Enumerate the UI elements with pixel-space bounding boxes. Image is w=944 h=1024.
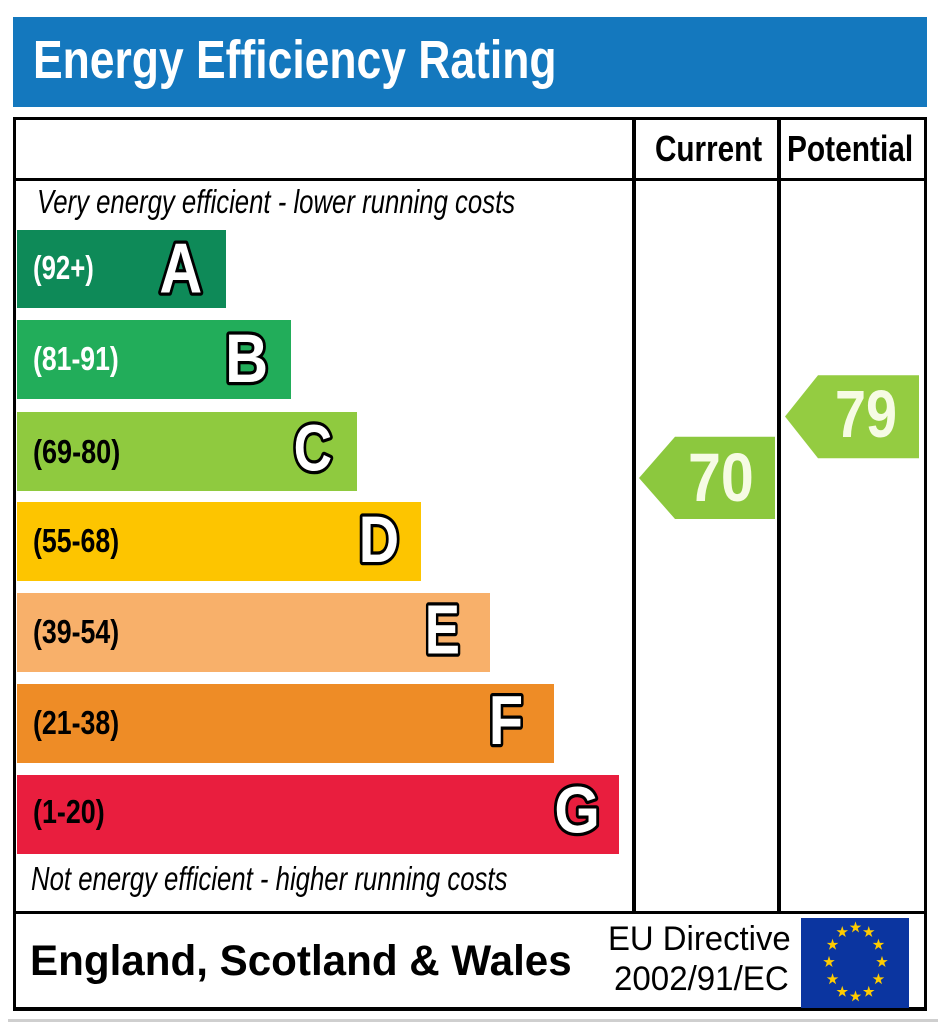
svg-text:D: D xyxy=(359,503,399,576)
svg-text:B: B xyxy=(225,320,268,397)
svg-text:G: G xyxy=(554,774,600,847)
svg-text:C: C xyxy=(294,411,332,485)
svg-text:F: F xyxy=(489,682,523,759)
svg-text:A: A xyxy=(159,228,202,307)
svg-text:E: E xyxy=(425,591,460,669)
